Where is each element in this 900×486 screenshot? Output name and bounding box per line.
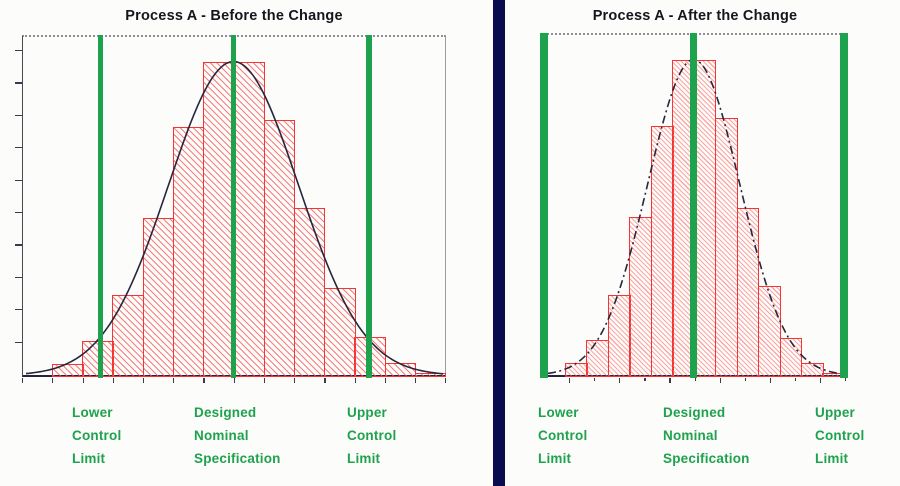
before-nominal-line bbox=[231, 35, 236, 378]
label-line: Limit bbox=[72, 451, 106, 466]
nominal-label-before: Designed Nominal Specification bbox=[194, 401, 281, 470]
x-axis-tick bbox=[324, 378, 326, 383]
x-axis-tick bbox=[22, 378, 24, 383]
x-axis-tick bbox=[845, 378, 847, 381]
x-axis-tick bbox=[203, 378, 205, 383]
x-axis-tick bbox=[619, 378, 621, 383]
label-line: Nominal bbox=[663, 428, 718, 443]
histogram-bar bbox=[112, 295, 144, 377]
histogram-bar bbox=[565, 363, 588, 377]
histogram-bar bbox=[800, 363, 824, 377]
x-axis-tick bbox=[173, 378, 175, 383]
ucl-label-before: Upper Control Limit bbox=[347, 401, 396, 470]
x-axis-tick bbox=[594, 378, 596, 381]
histogram-bar bbox=[586, 339, 610, 377]
x-axis-tick bbox=[263, 378, 266, 383]
x-axis-tick bbox=[142, 378, 145, 383]
y-axis-tick bbox=[15, 50, 22, 52]
label-line: Upper bbox=[347, 405, 388, 420]
histogram-bar bbox=[715, 118, 738, 377]
x-axis-tick bbox=[112, 378, 114, 383]
histogram-bar bbox=[779, 338, 803, 377]
label-line: Nominal bbox=[194, 428, 249, 443]
x-axis-tick bbox=[820, 378, 822, 383]
label-line: Limit bbox=[538, 451, 572, 466]
histogram-bar bbox=[736, 208, 760, 377]
histogram-bar bbox=[172, 126, 205, 377]
histogram-bar bbox=[293, 207, 326, 377]
x-axis-tick bbox=[794, 378, 797, 381]
histogram-bar bbox=[414, 372, 447, 377]
y-axis-tick bbox=[15, 276, 22, 279]
x-axis-tick bbox=[769, 378, 772, 383]
label-line: Control bbox=[72, 428, 122, 443]
histogram-bar bbox=[233, 62, 265, 377]
x-axis-tick bbox=[354, 378, 356, 383]
label-line: Control bbox=[815, 428, 865, 443]
before-lcl-line bbox=[97, 35, 103, 378]
before-ucl-line bbox=[366, 35, 372, 378]
y-axis-tick bbox=[15, 82, 22, 84]
x-axis-tick bbox=[52, 378, 54, 383]
label-line: Lower bbox=[72, 405, 113, 420]
x-axis-tick bbox=[294, 378, 296, 383]
label-line: Control bbox=[538, 428, 588, 443]
label-line: Limit bbox=[815, 451, 849, 466]
chart-title-before: Process A - Before the Change bbox=[125, 8, 343, 24]
histogram-bar bbox=[384, 363, 417, 377]
lcl-label-after: Lower Control Limit bbox=[538, 401, 587, 470]
after-ucl-line bbox=[840, 33, 848, 378]
nominal-label-after: Designed Nominal Specification bbox=[663, 401, 750, 470]
y-axis-tick bbox=[15, 212, 22, 214]
lcl-label-before: Lower Control Limit bbox=[72, 401, 121, 470]
y-axis-tick bbox=[15, 341, 22, 343]
y-axis-tick bbox=[15, 179, 22, 181]
histogram-bar bbox=[629, 216, 653, 377]
histogram-bar bbox=[607, 294, 631, 377]
x-axis-tick bbox=[384, 378, 387, 383]
label-line: Designed bbox=[194, 405, 257, 420]
histogram-bar bbox=[650, 125, 674, 377]
histogram-bar bbox=[693, 60, 717, 377]
label-line: Lower bbox=[538, 405, 579, 420]
label-line: Limit bbox=[347, 451, 381, 466]
x-axis-tick bbox=[694, 378, 696, 381]
x-axis-tick bbox=[644, 378, 646, 381]
histogram-bar bbox=[758, 286, 781, 377]
label-line: Upper bbox=[815, 405, 856, 420]
histogram-bar bbox=[142, 217, 175, 377]
x-axis-tick bbox=[669, 378, 671, 383]
x-axis-tick bbox=[719, 378, 721, 383]
y-axis-tick bbox=[15, 114, 22, 117]
histogram-bar bbox=[263, 120, 296, 377]
x-axis-tick bbox=[744, 378, 746, 381]
x-axis-tick bbox=[569, 378, 571, 383]
histogram-bar bbox=[324, 287, 356, 377]
x-axis-tick bbox=[233, 378, 235, 383]
y-axis-tick bbox=[15, 309, 22, 311]
panel-divider bbox=[493, 0, 505, 486]
x-axis-tick bbox=[445, 378, 447, 383]
x-axis-tick bbox=[82, 378, 84, 383]
after-nominal-line bbox=[690, 33, 697, 378]
x-axis-tick bbox=[415, 378, 417, 383]
label-line: Specification bbox=[194, 451, 281, 466]
histogram-bar bbox=[203, 62, 235, 377]
label-line: Specification bbox=[663, 451, 750, 466]
label-line: Designed bbox=[663, 405, 726, 420]
y-axis-tick bbox=[15, 244, 22, 246]
y-axis-tick bbox=[15, 147, 22, 149]
label-line: Control bbox=[347, 428, 397, 443]
histogram-bar bbox=[52, 364, 84, 377]
after-lcl-line bbox=[540, 33, 548, 378]
ucl-label-after: Upper Control Limit bbox=[815, 401, 864, 470]
chart-title-after: Process A - After the Change bbox=[592, 8, 798, 24]
